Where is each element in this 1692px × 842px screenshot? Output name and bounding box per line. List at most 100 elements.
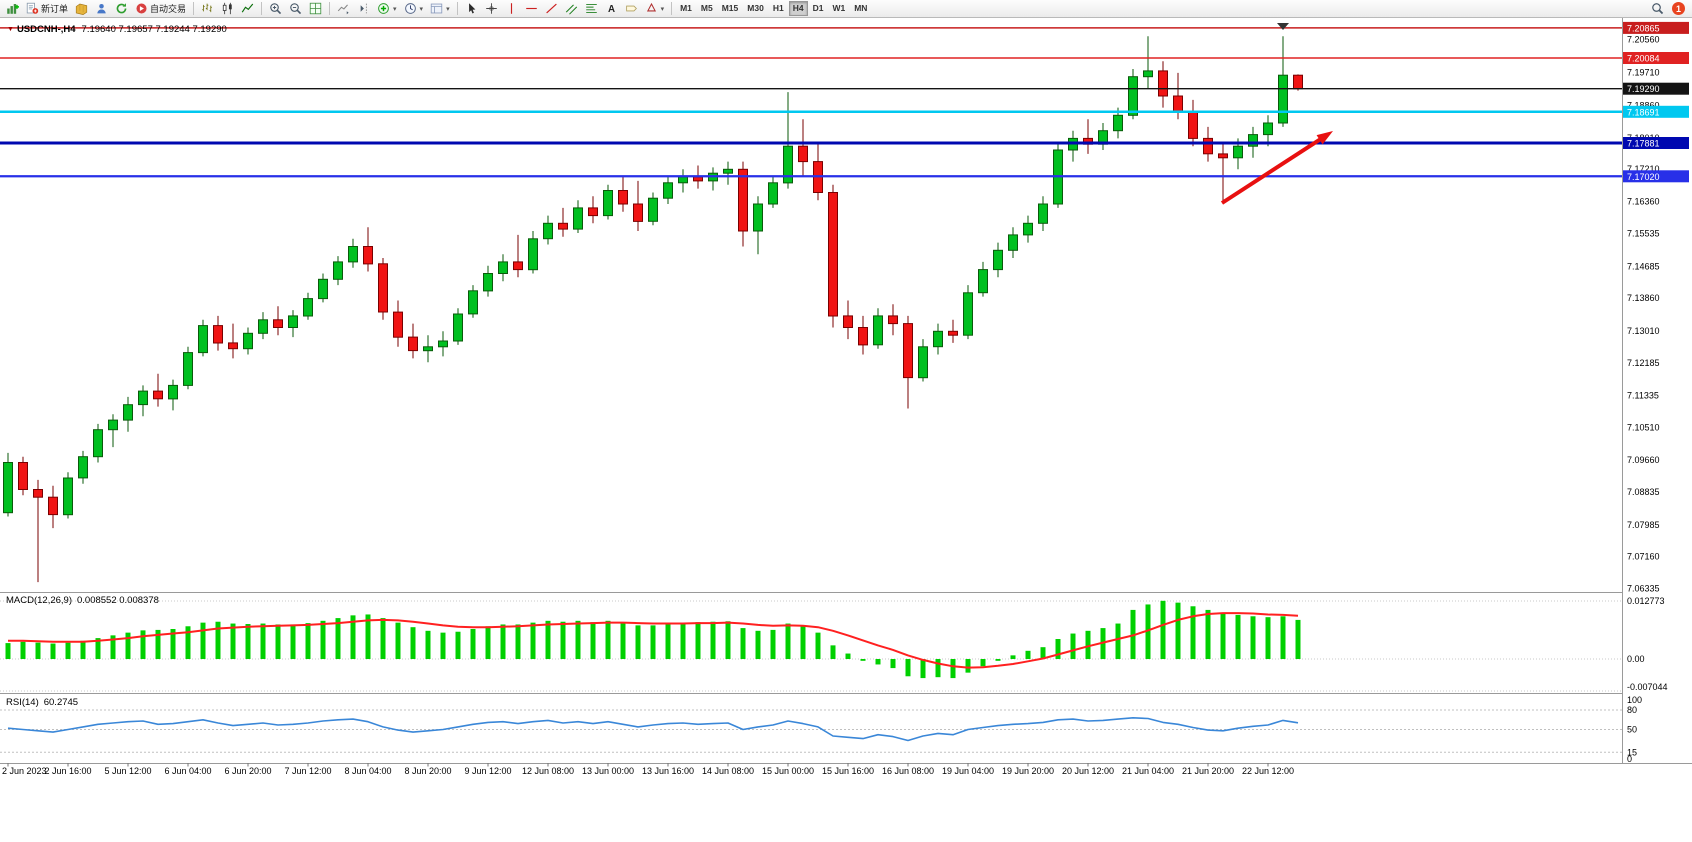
toolbar-separator: [193, 2, 195, 15]
indicator-plus-icon: [378, 3, 389, 14]
notification-badge[interactable]: 1: [1672, 2, 1685, 15]
rsi-line: [7, 716, 1299, 742]
crosshair-button[interactable]: [482, 1, 501, 17]
order-icon: [26, 2, 39, 14]
macd-signal-line: [8, 612, 1299, 669]
new-chart-button[interactable]: [3, 1, 22, 17]
text-button[interactable]: A: [602, 1, 621, 17]
refresh-button[interactable]: [112, 1, 131, 17]
timeframe-button-mn[interactable]: MN: [850, 1, 871, 16]
fibonacci-button[interactable]: [582, 1, 601, 17]
svg-text:8 Jun 20:00: 8 Jun 20:00: [404, 766, 451, 776]
svg-text:16 Jun 08:00: 16 Jun 08:00: [882, 766, 934, 776]
resistance-line-price-tag: [1623, 52, 1689, 64]
tile-windows-button[interactable]: [306, 1, 325, 17]
zoom-in-button[interactable]: [266, 1, 285, 17]
timeframe-button-h1[interactable]: H1: [769, 1, 788, 16]
navigator-button[interactable]: [92, 1, 111, 17]
svg-text:A: A: [608, 4, 615, 15]
autotrading-button[interactable]: 自动交易: [132, 1, 189, 17]
tline-icon: [545, 3, 557, 14]
indicators-button[interactable]: [374, 1, 400, 17]
svg-text:13 Jun 00:00: 13 Jun 00:00: [582, 766, 634, 776]
chart-canvas[interactable]: 7.205607.197107.188607.180107.172107.163…: [0, 18, 1692, 842]
svg-text:2 Jun 16:00: 2 Jun 16:00: [44, 766, 91, 776]
toolbar-separator: [671, 2, 673, 15]
new-order-button[interactable]: 新订单: [23, 1, 71, 17]
crosshair-icon: [485, 3, 497, 14]
search-button[interactable]: [1648, 1, 1667, 17]
svg-text:15: 15: [1627, 747, 1637, 757]
svg-text:22 Jun 12:00: 22 Jun 12:00: [1242, 766, 1294, 776]
candles-icon: [222, 2, 232, 15]
cursor-button[interactable]: [462, 1, 481, 17]
linechart-icon: [241, 3, 254, 13]
label-icon: [625, 5, 637, 12]
chart-new-icon: [7, 4, 19, 14]
svg-text:20 Jun 12:00: 20 Jun 12:00: [1062, 766, 1114, 776]
timeframe-button-m1[interactable]: M1: [676, 1, 696, 16]
clock-icon: [404, 3, 416, 14]
svg-text:5 Jun 12:00: 5 Jun 12:00: [104, 766, 151, 776]
text-label-button[interactable]: [622, 1, 641, 17]
timeframe-button-w1[interactable]: W1: [828, 1, 849, 16]
templates-button[interactable]: [427, 1, 453, 17]
price-scale[interactable]: 7.205607.197107.188607.180107.172107.163…: [1622, 18, 1692, 764]
svg-text:7.12185: 7.12185: [1627, 358, 1660, 368]
timeframe-button-d1[interactable]: D1: [809, 1, 828, 16]
svg-text:7.15535: 7.15535: [1627, 229, 1660, 239]
svg-text:0: 0: [1627, 754, 1632, 764]
svg-text:7.07985: 7.07985: [1627, 520, 1660, 530]
arrows-button[interactable]: [642, 1, 668, 17]
svg-text:-0.007044: -0.007044: [1627, 682, 1668, 692]
trendline-button[interactable]: [542, 1, 561, 17]
trend-arrow-annotation[interactable]: [1220, 131, 1333, 205]
resistance-line-upper-price-tag: [1623, 21, 1689, 34]
svg-text:7.16360: 7.16360: [1627, 197, 1660, 207]
zoom-in-icon: [270, 3, 282, 15]
fibo-icon: [585, 3, 597, 14]
support-line-price-tag: [1623, 170, 1689, 183]
marketwatch-button[interactable]: [72, 1, 91, 17]
zoom-out-icon: [290, 3, 302, 15]
svg-text:7.07160: 7.07160: [1627, 552, 1660, 562]
search-icon: [1652, 3, 1664, 15]
autotrade-icon: [136, 3, 147, 14]
text-icon: A: [608, 4, 615, 15]
bar-chart-button[interactable]: [198, 1, 217, 17]
timeframe-button-m5[interactable]: M5: [697, 1, 717, 16]
support-line-major-price-tag: [1623, 137, 1689, 149]
channel-button[interactable]: [562, 1, 581, 17]
candlestick-chart-button[interactable]: [218, 1, 237, 17]
timeframe-button-h4[interactable]: H4: [788, 1, 808, 16]
horizontal-line-button[interactable]: [522, 1, 541, 17]
timeframe-button-m30[interactable]: M30: [743, 1, 768, 16]
hline-icon: [525, 7, 537, 10]
svg-text:7.06335: 7.06335: [1627, 584, 1660, 594]
svg-text:21 Jun 04:00: 21 Jun 04:00: [1122, 766, 1174, 776]
toolbar-separator: [456, 2, 458, 15]
auto-scroll-button[interactable]: [334, 1, 353, 17]
vline-icon: [510, 3, 512, 14]
refresh-green-icon: [116, 3, 127, 14]
timeframe-button-m15[interactable]: M15: [718, 1, 743, 16]
svg-text:8 Jun 04:00: 8 Jun 04:00: [344, 766, 391, 776]
periods-button[interactable]: [401, 1, 427, 17]
svg-text:9 Jun 12:00: 9 Jun 12:00: [464, 766, 511, 776]
chart-shift-button[interactable]: [354, 1, 373, 17]
bars-icon: [202, 3, 212, 13]
svg-text:7.08835: 7.08835: [1627, 487, 1660, 497]
line-chart-button[interactable]: [238, 1, 257, 17]
current-price-line-price-tag: [1623, 82, 1689, 95]
svg-text:21 Jun 20:00: 21 Jun 20:00: [1182, 766, 1234, 776]
chart-window[interactable]: 7.205607.197107.188607.180107.172107.163…: [0, 18, 1692, 842]
svg-text:7.17020: 7.17020: [1627, 172, 1660, 182]
template-icon: [430, 3, 443, 14]
svg-text:15 Jun 16:00: 15 Jun 16:00: [822, 766, 874, 776]
zoom-out-button[interactable]: [286, 1, 305, 17]
svg-text:7.14685: 7.14685: [1627, 261, 1660, 271]
vertical-line-button[interactable]: [502, 1, 521, 17]
svg-text:7.19710: 7.19710: [1627, 68, 1660, 78]
svg-text:7.20560: 7.20560: [1627, 35, 1660, 45]
